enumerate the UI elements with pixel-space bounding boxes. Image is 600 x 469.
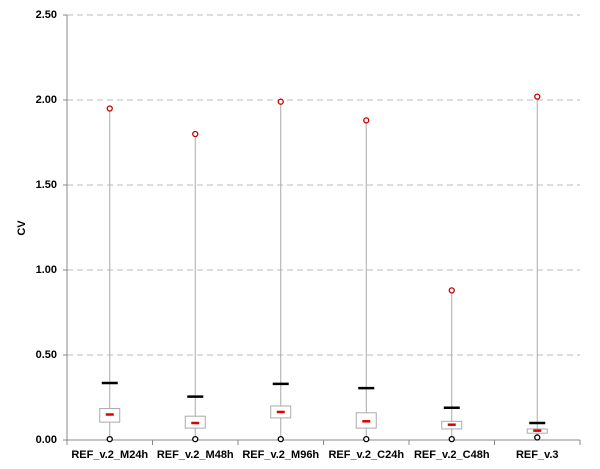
x-tick-label: REF_v.3 [516, 449, 559, 461]
y-tick-label: 1.00 [36, 264, 57, 276]
max-point [106, 105, 113, 112]
min-point [534, 434, 541, 441]
x-tick-label: REF_v.2_M48h [157, 449, 234, 461]
x-tick-label: REF_v.2_C24h [328, 449, 404, 461]
min-point [192, 435, 199, 443]
y-axis-label: CV [16, 220, 28, 236]
x-tick-label: REF_v.2_C48h [414, 449, 490, 461]
max-point [363, 117, 370, 124]
y-tick-label: 2.50 [36, 9, 57, 21]
x-tick-label: REF_v.2_M24h [71, 449, 148, 461]
max-point [448, 287, 455, 294]
y-tick-label: 2.00 [36, 94, 57, 106]
min-point [363, 435, 370, 443]
max-point [534, 93, 541, 100]
y-tick-label: 1.50 [36, 179, 57, 191]
y-tick-label: 0.50 [36, 349, 57, 361]
min-point [106, 435, 113, 443]
max-point [277, 98, 284, 105]
min-point [277, 435, 284, 443]
min-point [448, 435, 455, 443]
x-tick-label: REF_v.2_M96h [242, 449, 319, 461]
max-point [192, 130, 199, 138]
y-tick-label: 0.00 [36, 434, 57, 446]
